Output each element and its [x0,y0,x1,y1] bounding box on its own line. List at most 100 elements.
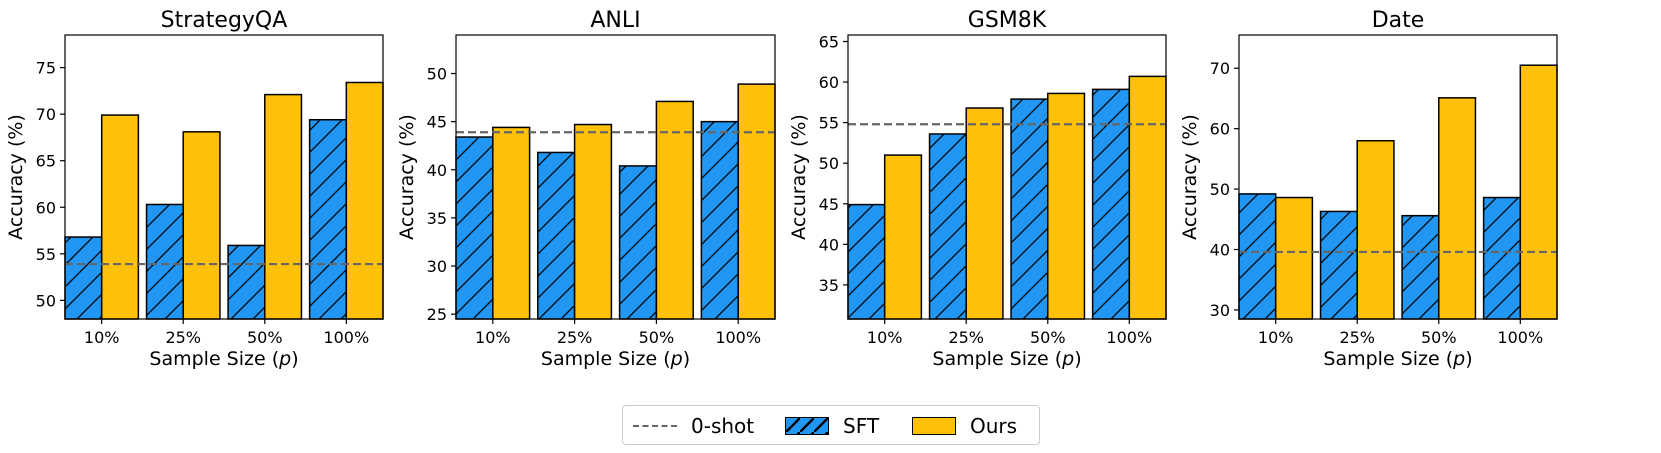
x-tick-label: 10% [867,328,903,347]
y-tick-label: 45 [819,195,839,214]
x-axis-label: Sample Size (p) [149,348,298,370]
bar-ours-3 [738,84,775,320]
bar-ours-0 [492,127,530,319]
legend-sft-label: SFT [843,414,880,438]
bar-ours-1 [574,124,612,320]
axes-frame [1238,34,1558,320]
bar-sft-hatch-0 [848,204,885,319]
x-axis-label: Sample Size (p) [932,348,1081,370]
bar-sft-hatch-0 [65,237,102,319]
y-tick-label: 35 [427,209,447,228]
x-tick-label: 100% [323,328,369,347]
bar-ours-2 [1438,97,1476,319]
x-tick-label: 25% [557,328,593,347]
bar-ours-1 [1357,140,1394,319]
bar-sft-hatch-0 [1239,193,1276,319]
axes-frame [847,34,1167,320]
x-tick-label: 10% [1258,328,1294,347]
x-tick-label: 50% [247,328,283,347]
legend: 0-shot SFT Ours [622,405,1040,445]
legend-item-zero-shot: 0-shot [633,406,754,446]
chart-title: StrategyQA [161,8,288,33]
bar-sft-hatch-2 [1402,215,1439,319]
y-tick-label: 70 [36,105,56,124]
y-tick-label: 50 [1210,180,1230,199]
bar-sft-hatch-3 [701,121,739,319]
x-tick-label: 50% [1421,328,1457,347]
bar-ours-1 [966,108,1003,320]
chart-title: ANLI [590,8,640,33]
axes-frame [455,34,776,320]
chart-panel-2: 35 40 45 50 55 60 65 10% 25% 50% 100% GSM8K Sample S… [788,8,1167,370]
y-tick-label: 65 [36,152,56,171]
y-tick-label: 50 [427,65,447,84]
bar-ours-1 [183,131,220,319]
x-tick-label: 10% [84,328,120,347]
x-axis-label: Sample Size (p) [1323,348,1472,370]
y-tick-label: 35 [819,276,839,295]
x-tick-label: 100% [1106,328,1152,347]
x-tick-label: 100% [1497,328,1543,347]
x-tick-label: 50% [1030,328,1066,347]
y-tick-label: 55 [819,114,839,133]
y-tick-label: 25 [427,305,447,324]
bar-sft-hatch-1 [1320,211,1358,319]
legend-ours-swatch [912,417,956,435]
legend-item-ours: Ours [912,406,1017,446]
y-tick-label: 60 [1210,120,1230,139]
x-tick-label: 25% [165,328,201,347]
y-tick-label: 40 [427,161,447,180]
legend-item-sft: SFT [785,406,879,446]
chart-panel-1: 25 30 35 40 45 50 10% 25% 50% 100% ANLI Sample Size… [396,8,776,370]
y-tick-label: 40 [819,235,839,254]
bar-sft-hatch-1 [537,152,575,319]
bar-sft-hatch-3 [1092,89,1130,319]
bar-sft-hatch-3 [309,119,347,319]
y-tick-label: 45 [427,113,447,132]
y-tick-label: 60 [819,73,839,92]
y-tick-label: 50 [36,291,56,310]
chart-panel-0: 50 55 60 65 70 75 10% 25% 50% 100% StrategyQA Sampl… [5,8,384,370]
y-tick-label: 60 [36,198,56,217]
y-axis-label: Accuracy (%) [396,114,418,240]
bar-ours-2 [656,101,694,319]
legend-zero-shot-line [633,425,677,427]
legend-zero-shot-label: 0-shot [691,414,755,438]
y-tick-label: 75 [36,59,56,78]
x-tick-label: 10% [475,328,511,347]
y-tick-label: 30 [427,257,447,276]
legend-ours-label: Ours [970,414,1018,438]
bar-sft-hatch-2 [228,245,265,319]
bar-sft-hatch-3 [1483,197,1521,319]
x-tick-label: 25% [1339,328,1375,347]
y-tick-label: 40 [1210,241,1230,260]
y-axis-label: Accuracy (%) [788,114,810,240]
legend-sft-swatch [785,417,829,435]
bar-ours-2 [264,94,302,319]
bar-sft-hatch-2 [619,165,657,319]
x-tick-label: 50% [639,328,675,347]
y-tick-label: 30 [1210,301,1230,320]
x-tick-label: 100% [715,328,761,347]
bar-sft-hatch-1 [929,133,967,319]
chart-panel-3: 30 40 50 60 70 10% 25% 50% 100% Date Sample Size (… [1179,8,1558,370]
bar-sft-hatch-2 [1011,99,1048,319]
chart-title: GSM8K [968,8,1047,33]
bar-ours-0 [1275,197,1313,319]
bar-ours-3 [1129,76,1166,319]
bar-ours-2 [1047,93,1085,320]
bar-sft-hatch-1 [146,204,184,319]
chart-title: Date [1372,8,1425,33]
y-axis-label: Accuracy (%) [5,114,27,240]
axes-frame [64,34,384,320]
x-axis-label: Sample Size (p) [541,348,690,370]
y-tick-label: 55 [36,245,56,264]
bar-ours-0 [884,155,922,319]
y-tick-label: 50 [819,154,839,173]
bar-sft-hatch-0 [456,137,493,319]
y-tick-label: 65 [819,32,839,51]
bar-ours-0 [101,115,139,319]
bar-ours-3 [1520,65,1557,319]
x-tick-label: 25% [948,328,984,347]
